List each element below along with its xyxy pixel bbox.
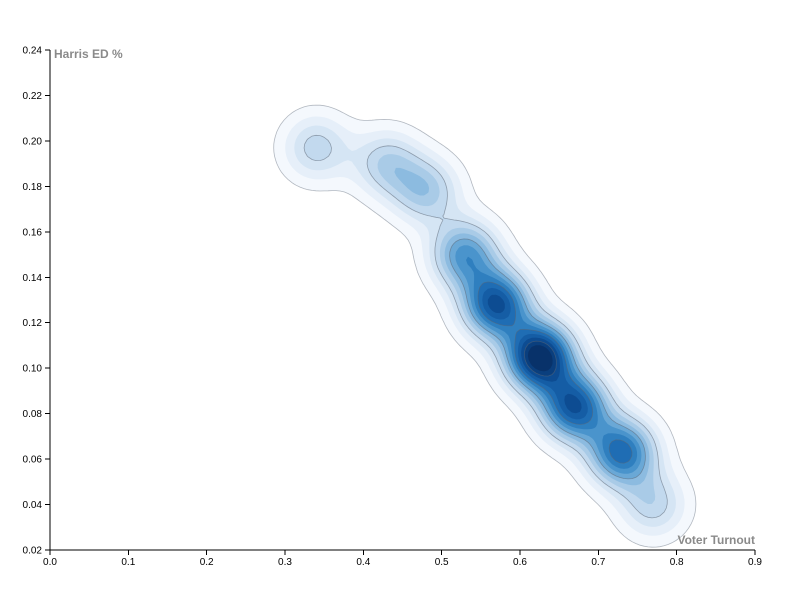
y-tick-label: 0.04 bbox=[23, 500, 43, 511]
y-tick-label: 0.16 bbox=[23, 227, 43, 238]
x-tick-label: 0.0 bbox=[43, 557, 57, 568]
x-tick-label: 0.7 bbox=[591, 557, 605, 568]
x-tick-label: 0.5 bbox=[435, 557, 449, 568]
x-axis-title: Voter Turnout bbox=[677, 533, 755, 547]
axes-layer bbox=[49, 50, 755, 551]
y-tick-label: 0.14 bbox=[23, 273, 43, 284]
x-axis-ticks: 0.0 0.1 0.2 0.3 0.4 0.5 0.6 0.7 0.8 0.9 bbox=[43, 550, 762, 568]
x-tick-label: 0.2 bbox=[200, 557, 214, 568]
x-tick-label: 0.3 bbox=[278, 557, 292, 568]
y-tick-label: 0.10 bbox=[23, 364, 43, 375]
y-axis-ticks: 0.02 0.04 0.06 0.08 0.10 0.12 0.14 0.16 0.18 0.20… bbox=[23, 46, 50, 557]
y-tick-label: 0.06 bbox=[23, 455, 43, 466]
y-tick-label: 0.02 bbox=[23, 546, 43, 557]
y-tick-label: 0.18 bbox=[23, 182, 43, 193]
y-tick-label: 0.08 bbox=[23, 409, 43, 420]
contour-layer bbox=[273, 104, 697, 548]
x-tick-label: 0.6 bbox=[513, 557, 527, 568]
y-tick-label: 0.22 bbox=[23, 91, 43, 102]
x-tick-label: 0.1 bbox=[121, 557, 135, 568]
y-tick-label: 0.20 bbox=[23, 136, 43, 147]
density-contour-level-14 bbox=[527, 345, 553, 372]
x-tick-label: 0.9 bbox=[748, 557, 762, 568]
x-tick-label: 0.8 bbox=[670, 557, 684, 568]
y-tick-label: 0.12 bbox=[23, 318, 43, 329]
y-axis-title: Harris ED % bbox=[54, 47, 123, 61]
y-tick-label: 0.24 bbox=[23, 46, 43, 57]
x-tick-label: 0.4 bbox=[356, 557, 370, 568]
